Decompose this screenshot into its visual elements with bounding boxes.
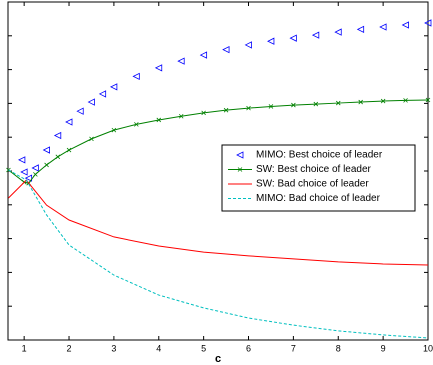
marker bbox=[53, 131, 62, 140]
x-tick-label: 5 bbox=[201, 343, 206, 353]
marker bbox=[268, 104, 274, 109]
marker bbox=[291, 102, 296, 108]
marker bbox=[110, 83, 118, 91]
marker bbox=[424, 19, 432, 27]
x-tick-label: 1 bbox=[22, 343, 27, 353]
marker bbox=[111, 127, 117, 133]
marker bbox=[42, 146, 50, 154]
x-tick-label: 8 bbox=[336, 343, 341, 353]
x-axis-label: c bbox=[215, 353, 221, 365]
marker bbox=[201, 110, 206, 116]
legend-box bbox=[221, 144, 416, 212]
marker bbox=[289, 34, 297, 42]
marker bbox=[18, 156, 26, 164]
marker bbox=[55, 154, 61, 160]
series-line bbox=[8, 169, 429, 339]
marker bbox=[156, 117, 162, 123]
x-tick-label: 4 bbox=[156, 343, 161, 353]
marker bbox=[134, 122, 139, 127]
x-tick-label: 9 bbox=[381, 343, 386, 353]
legend-label: SW: Bad choice of leader bbox=[256, 179, 369, 190]
marker bbox=[334, 28, 342, 36]
marker bbox=[20, 168, 28, 176]
marker bbox=[244, 41, 252, 49]
marker bbox=[246, 105, 251, 111]
legend-label: MIMO: Bad choice of leader bbox=[256, 193, 381, 204]
marker bbox=[335, 100, 341, 106]
marker bbox=[379, 23, 387, 31]
legend-label: MIMO: Best choice of leader bbox=[256, 150, 383, 161]
marker bbox=[31, 164, 39, 172]
marker bbox=[403, 98, 408, 103]
marker bbox=[24, 174, 33, 182]
marker bbox=[76, 107, 84, 115]
x-tick-label: 10 bbox=[423, 343, 433, 353]
x-tick-label: 6 bbox=[246, 343, 251, 353]
marker bbox=[65, 118, 73, 126]
marker bbox=[311, 31, 320, 39]
marker bbox=[358, 99, 363, 105]
x-tick-label: 2 bbox=[67, 343, 72, 353]
marker bbox=[33, 172, 38, 177]
marker bbox=[199, 51, 208, 59]
marker bbox=[223, 107, 229, 113]
marker bbox=[425, 97, 431, 103]
marker bbox=[356, 25, 365, 34]
marker bbox=[154, 64, 163, 72]
marker bbox=[87, 98, 95, 106]
legend-swatch bbox=[236, 151, 244, 159]
marker bbox=[98, 90, 107, 98]
marker bbox=[132, 72, 140, 81]
legend-swatch bbox=[237, 167, 243, 172]
marker bbox=[380, 98, 386, 104]
legend-label: SW: Best choice of leader bbox=[256, 164, 372, 175]
marker bbox=[66, 147, 72, 153]
series-line bbox=[8, 179, 429, 266]
x-tick-label: 3 bbox=[111, 343, 116, 353]
marker bbox=[44, 162, 49, 168]
marker bbox=[89, 136, 94, 142]
marker bbox=[6, 167, 11, 173]
marker bbox=[313, 101, 319, 107]
marker bbox=[401, 21, 409, 29]
marker bbox=[178, 113, 184, 119]
marker bbox=[267, 37, 275, 45]
x-tick-label: 7 bbox=[291, 343, 296, 353]
marker bbox=[177, 57, 185, 65]
marker bbox=[222, 46, 230, 54]
